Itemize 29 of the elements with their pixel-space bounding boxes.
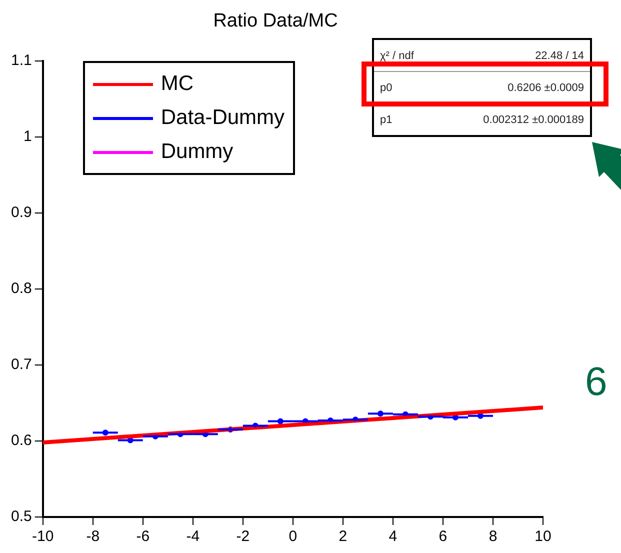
y-tick-label: 1 bbox=[24, 128, 32, 145]
y-tick-label: 0.6 bbox=[10, 432, 32, 450]
x-tick-label: 6 bbox=[438, 528, 448, 546]
legend-label: Data-Dummy bbox=[160, 106, 285, 130]
y-tick-label: 1.1 bbox=[10, 52, 32, 69]
annotation: χ² / ndf bbox=[380, 50, 414, 62]
annotation: 22.48 / 14 bbox=[535, 50, 584, 62]
text: 6 bbox=[585, 360, 608, 405]
x-tick-label: 8 bbox=[488, 528, 498, 546]
x-tick-label: -8 bbox=[86, 528, 100, 546]
y-tick-label: 0.7 bbox=[10, 356, 32, 374]
annotation: p1 bbox=[380, 114, 392, 126]
y-tick-label: 0.8 bbox=[10, 280, 32, 298]
legend-label: Dummy bbox=[160, 140, 234, 164]
chart-title: Ratio Data/MC bbox=[213, 10, 338, 32]
x-tick-label: 4 bbox=[388, 528, 398, 546]
annotation: 0.002312 ±0.000189 bbox=[483, 114, 584, 126]
y-tick-label: 0.5 bbox=[10, 508, 32, 526]
x-tick-label: 10 bbox=[534, 528, 552, 546]
x-tick-label: -4 bbox=[186, 528, 200, 546]
y-tick-label: 0.9 bbox=[10, 204, 32, 222]
x-tick-label: 2 bbox=[338, 528, 348, 546]
legend-label: MC bbox=[160, 72, 194, 96]
x-tick-label: -6 bbox=[136, 528, 150, 546]
annotation: 0.6206 ±0.0009 bbox=[508, 82, 584, 94]
x-tick-label: -10 bbox=[32, 528, 54, 546]
x-tick-label: 0 bbox=[288, 528, 298, 546]
x-tick-label: -2 bbox=[236, 528, 250, 546]
annotation: p0 bbox=[380, 82, 392, 94]
